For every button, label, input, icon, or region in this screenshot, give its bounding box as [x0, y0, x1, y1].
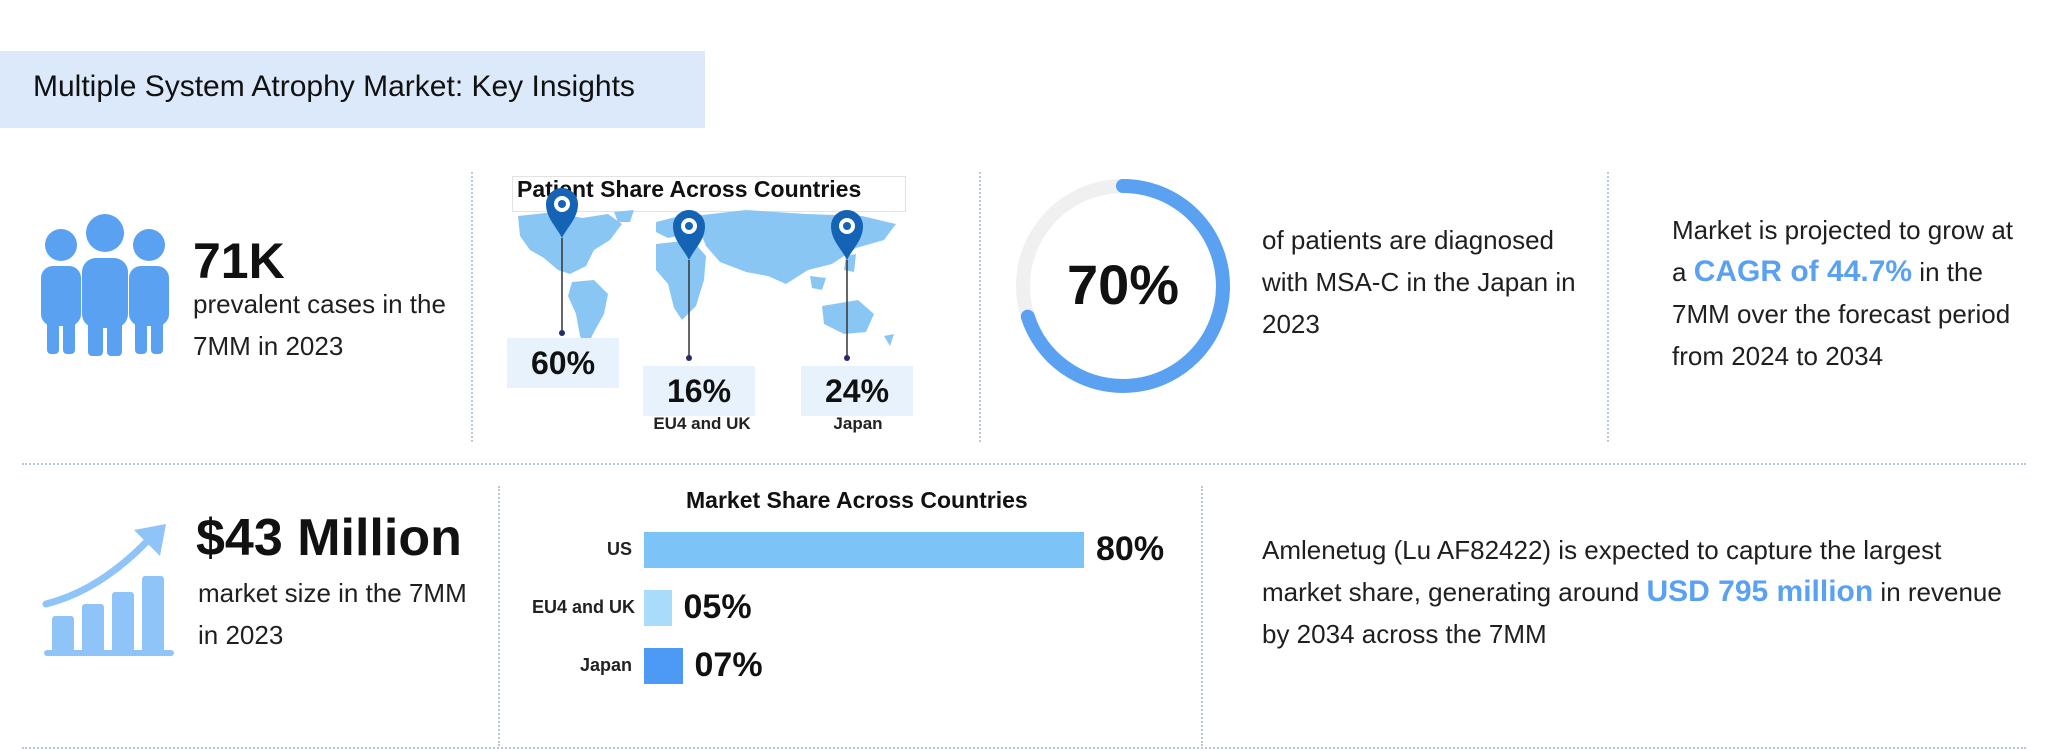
prevalent-value: 71K: [193, 233, 285, 289]
diagnosis-donut: [1016, 179, 1230, 393]
people-group-icon: [41, 214, 169, 356]
region-label-3: Japan: [833, 414, 883, 433]
market-size-text: market size in the 7MM in 2023: [198, 578, 467, 650]
revenue-highlight: USD 795 million: [1646, 575, 1874, 608]
region-label-2: EU4 and UK: [653, 414, 751, 433]
divider: [1607, 172, 1609, 442]
divider: [22, 747, 2026, 749]
prevalent-text: prevalent cases in the 7MM in 2023: [193, 289, 446, 361]
divider: [22, 463, 2026, 465]
bar: [644, 590, 672, 626]
region-value-2: 16%: [643, 366, 755, 416]
region-value-1: 60%: [507, 338, 619, 388]
growth-text: Market is projected to grow at a CAGR of…: [1672, 209, 2022, 377]
divider: [498, 486, 500, 746]
divider: [979, 172, 981, 442]
bar-value-label: 80%: [1096, 530, 1165, 568]
divider: [1201, 486, 1203, 746]
bar-chart-title: Market Share Across Countries: [686, 487, 1028, 513]
growth-text-post: in the 7MM over the forecast period from…: [1672, 257, 2011, 371]
growth-text-pre: Market is projected to grow at a: [1672, 215, 2014, 287]
revenue-text-pre: Amlenetug (Lu AF82422) is expected to ca…: [1262, 535, 1942, 607]
bar-value-label: 05%: [683, 588, 752, 626]
growth-chart-icon: [42, 524, 174, 656]
title-banner: [0, 51, 705, 128]
diagnosis-text: of patients are diagnosed with MSA-C in …: [1262, 225, 1576, 339]
donut-arc: [1016, 179, 1230, 393]
bar-category-label: EU4 and UK: [532, 597, 636, 617]
bar-category-label: Japan: [579, 655, 632, 675]
divider: [471, 172, 473, 442]
revenue-text-post: in revenue by 2034 across the 7MM: [1262, 577, 2002, 649]
diagnosis-value: 70%: [1066, 253, 1180, 316]
page-title: Multiple System Atrophy Market: Key Insi…: [33, 70, 635, 103]
region-value-3: 24%: [801, 366, 913, 416]
bar: [644, 532, 1084, 568]
bar-value-label: 07%: [694, 646, 763, 684]
cagr-highlight: CAGR of 44.7%: [1693, 255, 1913, 288]
revenue-text: Amlenetug (Lu AF82422) is expected to ca…: [1262, 529, 2022, 655]
market-size-value: $43 Million: [196, 509, 462, 567]
bar: [644, 648, 683, 684]
bar-category-label: US: [606, 539, 632, 559]
